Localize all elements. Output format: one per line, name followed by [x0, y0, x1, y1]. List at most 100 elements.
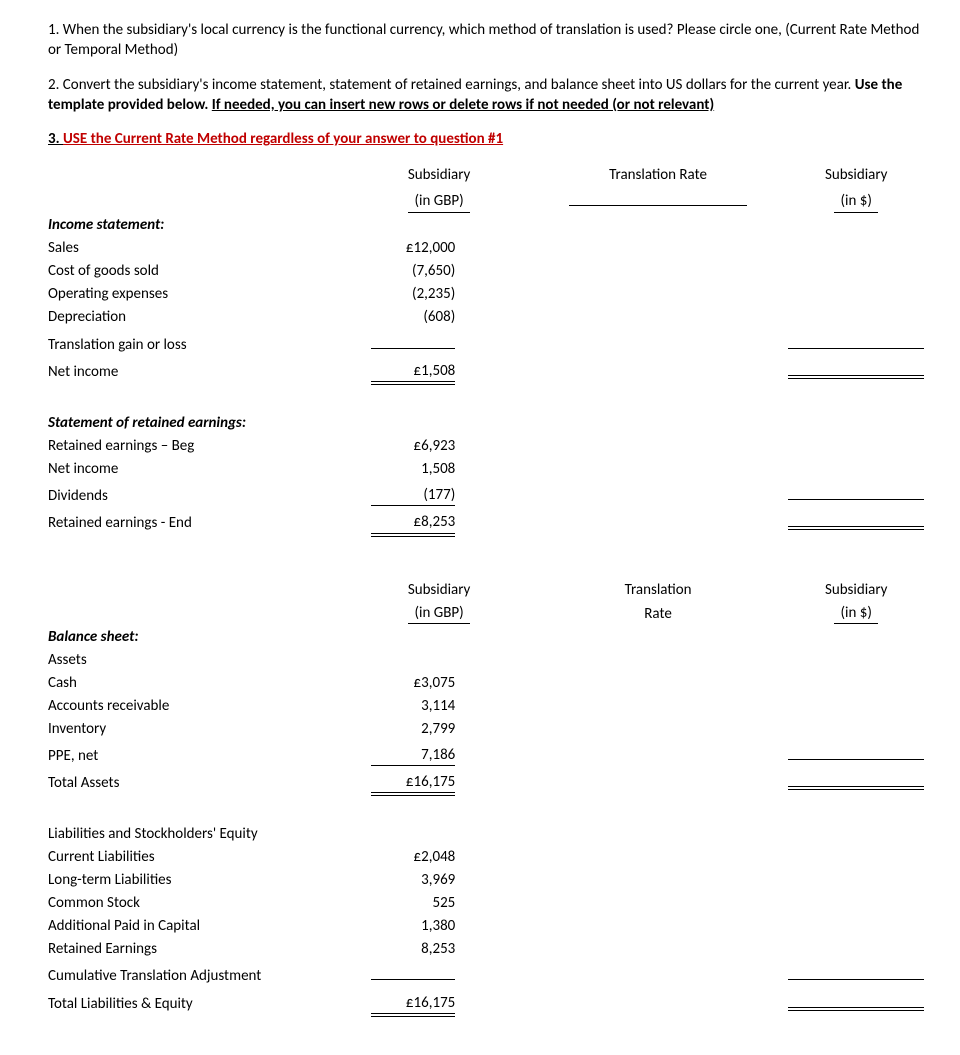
- val-re-ni: 1,508: [371, 459, 455, 479]
- row-net-income: Net income £1,508: [48, 356, 924, 383]
- lbl-ar: Accounts receivable: [48, 694, 371, 717]
- val-cogs: (7,650): [371, 261, 455, 281]
- lbl-cash: Cash: [48, 671, 371, 694]
- lbl-re-beg: Retained earnings – Beg: [48, 434, 371, 457]
- hdr2-rate-top: Translation: [569, 579, 746, 602]
- header2-row-2: (in GBP) Rate (in $): [48, 602, 924, 625]
- row-ppe: PPE, net 7,186: [48, 740, 924, 767]
- row-apic: Additional Paid in Capital 1,380: [48, 914, 924, 937]
- header-row-2: (in GBP) (in $): [48, 186, 924, 213]
- val-inv: 2,799: [371, 719, 455, 739]
- question-2: 2. Convert the subsidiary's income state…: [48, 75, 924, 116]
- lbl-ni: Net income: [48, 356, 371, 383]
- val-div: (177): [371, 485, 455, 506]
- row-ltl: Long-term Liabilities 3,969: [48, 868, 924, 891]
- header2-row-1: Subsidiary Translation Subsidiary: [48, 579, 924, 602]
- row-re-beg: Retained earnings – Beg £6,923: [48, 434, 924, 457]
- val-ppe: 7,186: [371, 745, 455, 766]
- worksheet-table-1: Subsidiary Translation Rate Subsidiary (…: [48, 163, 924, 1015]
- row-tle: Total Liabilities & Equity £16,175: [48, 988, 924, 1015]
- lbl-cogs: Cost of goods sold: [48, 260, 371, 283]
- hdr-sub-usd-top: Subsidiary: [788, 163, 924, 186]
- row-cta: Cumulative Translation Adjustment: [48, 960, 924, 987]
- val-cash: £3,075: [371, 673, 455, 693]
- blank-usd-tle: [788, 989, 924, 1008]
- row-cash: Cash £3,075: [48, 671, 924, 694]
- question-1: 1. When the subsidiary's local currency …: [48, 20, 924, 61]
- val-tgl: [371, 348, 455, 349]
- val-re: 8,253: [371, 939, 455, 959]
- row-inv: Inventory 2,799: [48, 717, 924, 740]
- blank-usd-ppe: [788, 741, 924, 760]
- blank-usd-re-end: [788, 508, 924, 527]
- row-cogs: Cost of goods sold (7,650): [48, 260, 924, 283]
- row-sales: Sales £12,000: [48, 237, 924, 260]
- hdr2-sub-gbp-bot: (in GBP): [408, 603, 469, 624]
- question-3: 3. USE the Current Rate Method regardles…: [48, 129, 924, 149]
- val-ar: 3,114: [371, 696, 455, 716]
- row-cs: Common Stock 525: [48, 891, 924, 914]
- page: 1. When the subsidiary's local currency …: [0, 0, 960, 1055]
- hdr-sub-gbp-bot: (in GBP): [408, 191, 469, 212]
- lbl-cta: Cumulative Translation Adjustment: [48, 960, 371, 987]
- val-apic: 1,380: [371, 916, 455, 936]
- blank-usd-ta: [788, 768, 924, 787]
- row-re: Retained Earnings 8,253: [48, 937, 924, 960]
- hdr2-sub-usd-bot: (in $): [834, 603, 877, 624]
- val-cl: £2,048: [371, 847, 455, 867]
- lbl-ppe: PPE, net: [48, 740, 371, 767]
- val-cs: 525: [371, 893, 455, 913]
- hdr2-sub-usd-top: Subsidiary: [788, 579, 924, 602]
- lbl-re-end: Retained earnings - End: [48, 507, 371, 534]
- section-retained: Statement of retained earnings:: [48, 411, 371, 434]
- section-balance: Balance sheet:: [48, 625, 371, 648]
- hdr-sub-gbp-top: Subsidiary: [371, 163, 507, 186]
- row-div: Dividends (177): [48, 480, 924, 507]
- lbl-inv: Inventory: [48, 717, 371, 740]
- lbl-tgl: Translation gain or loss: [48, 329, 371, 356]
- blank-usd-cta: [788, 961, 924, 980]
- row-dep: Depreciation (608): [48, 306, 924, 329]
- q2-part-a: 2. Convert the subsidiary's income state…: [48, 76, 855, 94]
- blank-usd-ni: [788, 357, 924, 376]
- val-ta: £16,175: [371, 772, 455, 793]
- row-re-end: Retained earnings - End £8,253: [48, 507, 924, 534]
- row-opex: Operating expenses (2,235): [48, 283, 924, 306]
- row-tgl: Translation gain or loss: [48, 329, 924, 356]
- lbl-cl: Current Liabilities: [48, 845, 371, 868]
- lbl-ltl: Long-term Liabilities: [48, 868, 371, 891]
- row-re-ni: Net income 1,508: [48, 457, 924, 480]
- hdr-rate-top: Translation Rate: [569, 163, 746, 186]
- lbl-le-hdr: Liabilities and Stockholders' Equity: [48, 822, 371, 845]
- val-re-end: £8,253: [371, 512, 455, 533]
- lbl-re-ni: Net income: [48, 457, 371, 480]
- hdr-rate-rule: [569, 187, 746, 206]
- hdr2-sub-gbp-top: Subsidiary: [371, 579, 507, 602]
- q2-part-c: If needed, you can insert new rows or de…: [212, 96, 714, 114]
- hdr2-rate-bot: Rate: [569, 602, 746, 625]
- lbl-dep: Depreciation: [48, 306, 371, 329]
- q3-num: 3.: [48, 130, 63, 148]
- val-tle: £16,175: [371, 993, 455, 1014]
- hdr-sub-usd-bot: (in $): [834, 191, 877, 212]
- header-row-1: Subsidiary Translation Rate Subsidiary: [48, 163, 924, 186]
- row-total-assets: Total Assets £16,175: [48, 767, 924, 794]
- val-sales: £12,000: [371, 238, 455, 258]
- lbl-cs: Common Stock: [48, 891, 371, 914]
- blank-usd-tgl: [788, 330, 924, 349]
- lbl-apic: Additional Paid in Capital: [48, 914, 371, 937]
- lbl-sales: Sales: [48, 237, 371, 260]
- val-ltl: 3,969: [371, 870, 455, 890]
- val-dep: (608): [371, 307, 455, 327]
- lbl-ta: Total Assets: [48, 767, 371, 794]
- q3-text: USE the Current Rate Method regardless o…: [63, 130, 503, 148]
- lbl-div: Dividends: [48, 480, 371, 507]
- lbl-assets: Assets: [48, 648, 371, 671]
- lbl-tle: Total Liabilities & Equity: [48, 988, 371, 1015]
- val-re-beg: £6,923: [371, 436, 455, 456]
- lbl-re: Retained Earnings: [48, 937, 371, 960]
- val-ni: £1,508: [371, 361, 455, 382]
- val-cta: [371, 979, 455, 980]
- blank-usd-div: [788, 481, 924, 500]
- row-cl: Current Liabilities £2,048: [48, 845, 924, 868]
